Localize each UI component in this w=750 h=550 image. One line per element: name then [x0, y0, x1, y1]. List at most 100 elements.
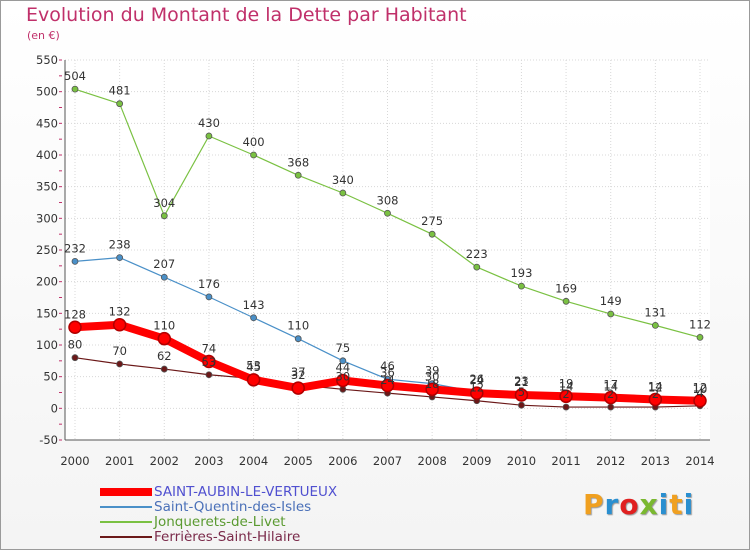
logo-letter: x — [639, 488, 659, 521]
x-tick-label: 2006 — [328, 454, 357, 468]
data-label: 19 — [559, 376, 574, 390]
data-label: 53 — [202, 355, 217, 369]
data-point — [68, 320, 82, 335]
data-point — [336, 373, 350, 388]
data-label: 10 — [693, 382, 708, 396]
x-tick-label: 2004 — [239, 454, 268, 468]
data-label: 44 — [336, 360, 351, 374]
legend-label: Saint-Quentin-des-Isles — [154, 499, 312, 515]
data-label: 30 — [425, 369, 440, 383]
data-label: 70 — [112, 344, 127, 358]
data-point — [518, 401, 525, 409]
logo-letter: i — [658, 488, 670, 521]
data-label: 143 — [243, 298, 265, 312]
data-label: 53 — [246, 359, 261, 373]
data-label: 80 — [68, 338, 83, 352]
data-point — [384, 209, 391, 217]
legend-label: Ferrières-Saint-Hilaire — [154, 529, 301, 545]
data-point — [205, 293, 213, 301]
data-point — [473, 263, 481, 271]
y-tick-label: 0 — [51, 401, 58, 415]
data-label: 75 — [336, 341, 351, 355]
x-tick-label: 2005 — [284, 454, 313, 468]
data-label: 2 — [562, 387, 569, 401]
data-point — [291, 381, 305, 395]
legend-swatch — [100, 488, 152, 496]
data-point — [470, 386, 484, 400]
data-point — [562, 297, 570, 305]
data-point — [559, 389, 573, 404]
data-label: 340 — [332, 173, 354, 187]
data-label: 232 — [64, 241, 86, 255]
data-label: 132 — [109, 305, 131, 319]
x-tick-label: 2001 — [105, 454, 134, 468]
data-label: 2 — [607, 387, 614, 401]
data-point — [339, 357, 347, 365]
data-point — [603, 390, 618, 405]
data-point — [607, 403, 615, 411]
data-label: 23 — [514, 374, 529, 388]
data-label: 430 — [198, 116, 220, 130]
data-label: 37 — [291, 365, 306, 379]
data-point — [250, 314, 257, 322]
logo-letter: o — [619, 488, 640, 521]
data-label: 481 — [109, 84, 131, 98]
data-label: 30 — [336, 369, 351, 383]
data-point — [607, 310, 615, 318]
data-label: 62 — [157, 349, 172, 363]
data-point — [294, 335, 302, 343]
data-label: 308 — [377, 193, 399, 207]
data-label: 2 — [652, 387, 659, 401]
data-label: 193 — [510, 266, 532, 280]
x-tick-label: 2000 — [60, 454, 89, 468]
data-label: 46 — [380, 359, 395, 373]
data-label: 17 — [603, 378, 618, 392]
logo-letter: i — [683, 488, 695, 521]
y-tick-label: 300 — [36, 211, 58, 225]
data-point — [380, 378, 395, 393]
data-point — [339, 385, 347, 393]
proxiti-logo: Proxiti — [583, 488, 694, 521]
data-point — [160, 273, 168, 281]
data-point — [160, 212, 168, 220]
data-label: 176 — [198, 277, 220, 291]
data-point — [339, 189, 347, 197]
data-label: 368 — [287, 155, 309, 169]
data-label: 14 — [648, 379, 663, 393]
y-tick-label: 150 — [36, 306, 58, 320]
data-point — [425, 382, 439, 397]
data-label: 238 — [109, 238, 131, 252]
x-tick-label: 2007 — [373, 454, 402, 468]
y-tick-label: 200 — [36, 275, 58, 289]
data-label: 26 — [469, 372, 484, 386]
data-label: 21 — [514, 375, 529, 389]
logo-letter: P — [583, 488, 605, 521]
data-label: 14 — [559, 379, 574, 393]
data-point — [116, 360, 124, 368]
data-label: 32 — [291, 368, 306, 382]
data-label: 128 — [64, 307, 86, 321]
logo-letter: t — [669, 488, 684, 521]
data-point — [246, 373, 261, 387]
y-tick-label: 550 — [36, 53, 58, 67]
data-label: 400 — [243, 135, 265, 149]
data-point — [651, 321, 659, 329]
data-label: 149 — [600, 294, 622, 308]
x-tick-label: 2009 — [462, 454, 491, 468]
data-label: 4 — [696, 386, 703, 400]
data-point — [693, 393, 707, 408]
x-tick-label: 2011 — [551, 454, 580, 468]
data-label: 223 — [466, 247, 488, 261]
data-label: 275 — [421, 214, 443, 228]
legend-swatch — [100, 506, 152, 508]
legend-label: Jonquerets-de-Livet — [154, 514, 286, 530]
data-point — [518, 282, 525, 290]
data-point — [71, 354, 79, 362]
data-label: 18 — [425, 377, 440, 391]
data-point — [157, 331, 172, 346]
y-tick-label: 50 — [43, 370, 58, 384]
legend-label: SAINT-AUBIN-LE-VERTUEUX — [154, 484, 338, 500]
chart-subtitle: (en €) — [27, 29, 60, 42]
data-label: 304 — [153, 196, 175, 210]
